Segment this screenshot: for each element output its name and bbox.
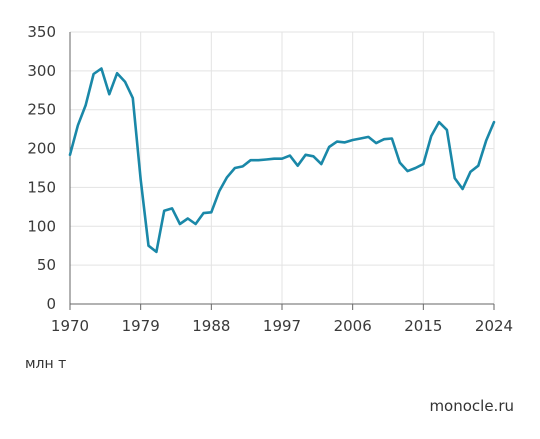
y-tick-label: 150 <box>27 178 56 196</box>
y-tick-labels: 0 50 100 150 200 250 300 350 <box>27 23 56 313</box>
grid-lines <box>70 31 495 304</box>
x-tick-label: 1997 <box>263 317 301 335</box>
y-tick-label: 200 <box>27 140 56 158</box>
y-tick-label: 300 <box>27 62 56 80</box>
x-tick-label: 2024 <box>475 317 513 335</box>
series-group <box>68 67 496 254</box>
unit-label: млн т <box>25 356 67 372</box>
y-tick-label: 50 <box>37 256 56 274</box>
y-tick-label: 0 <box>46 295 56 313</box>
y-tick-label: 100 <box>27 217 56 235</box>
y-tick-label: 250 <box>27 101 56 119</box>
source-label: monocle.ru <box>429 397 514 415</box>
series-line-1 <box>68 67 496 254</box>
y-tick-label: 350 <box>27 23 56 41</box>
x-tick-label: 2015 <box>404 317 442 335</box>
axes <box>69 32 495 310</box>
x-tick-label: 1970 <box>51 317 89 335</box>
x-tick-label: 1979 <box>122 317 160 335</box>
x-tick-label: 2006 <box>334 317 372 335</box>
x-tick-label: 1988 <box>192 317 230 335</box>
x-tick-labels: 1970 1979 1988 1997 2006 2015 2024 <box>51 317 513 335</box>
